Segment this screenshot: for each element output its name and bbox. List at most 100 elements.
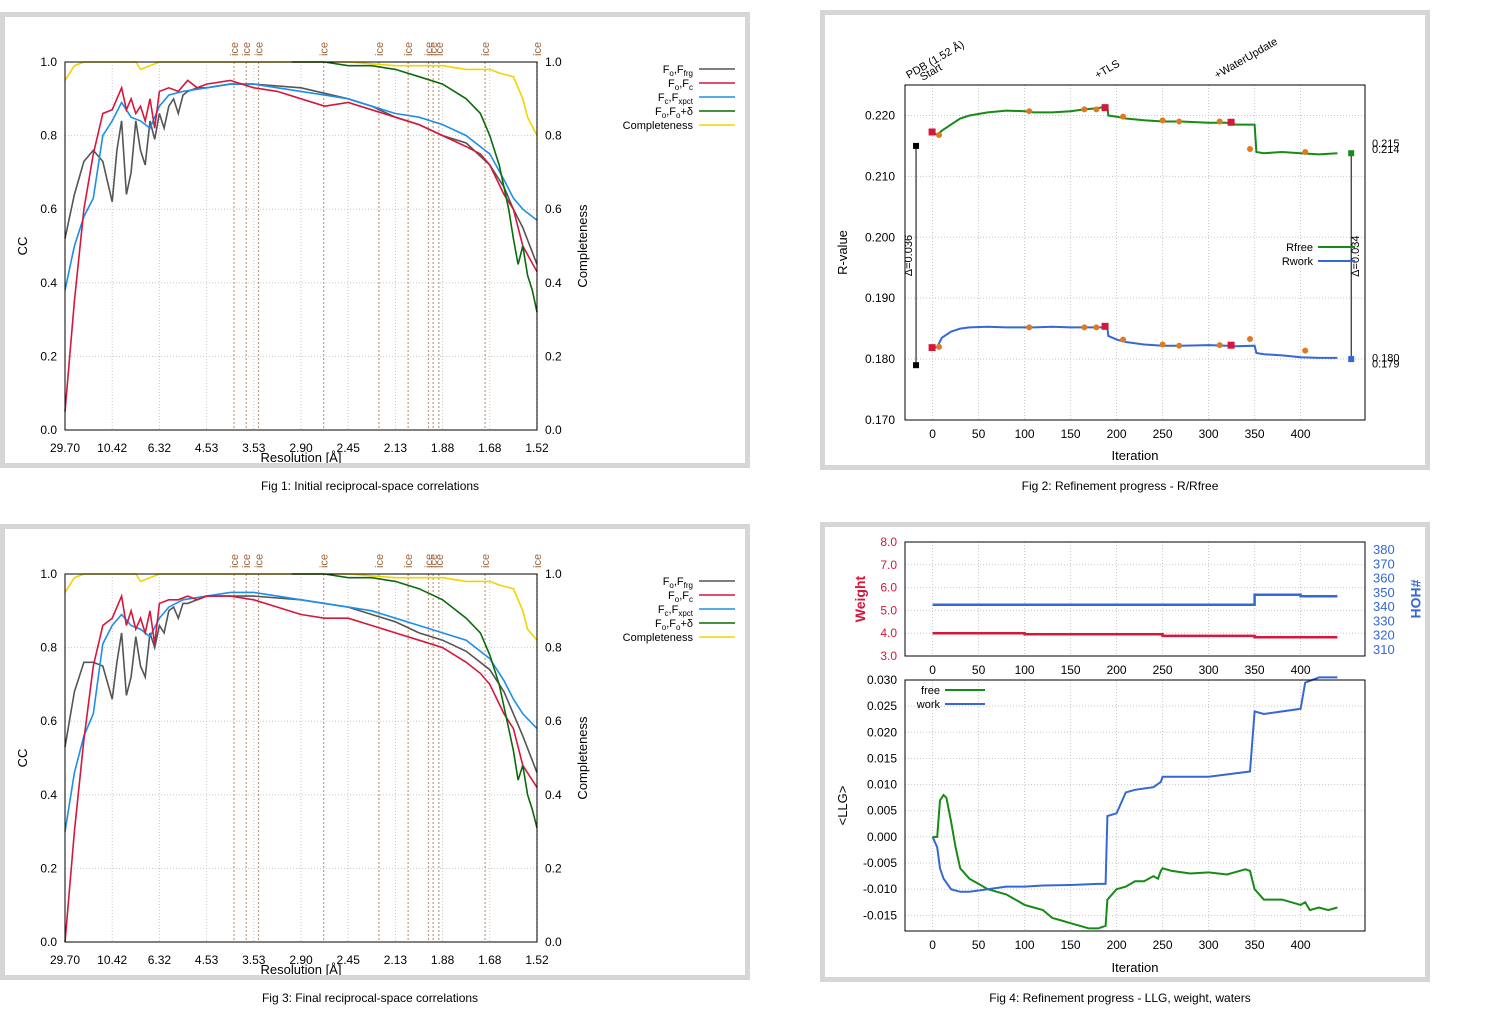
hoh-tick-label: 310 — [1373, 642, 1395, 657]
legend-text-part: ,F — [666, 618, 676, 630]
llg-tick-label: -0.005 — [863, 856, 897, 870]
series-line-fo_fc — [64, 79, 538, 412]
x-tick-label-top: 150 — [1061, 663, 1081, 677]
ice-label: ice — [229, 42, 241, 56]
fig1-caption: Fig 1: Initial reciprocal-space correlat… — [260, 479, 480, 493]
x-tick-label: 1.68 — [478, 953, 502, 967]
legend-label-completeness: Completeness — [623, 120, 694, 132]
x-tick-label: 50 — [972, 427, 986, 441]
marker-point — [1247, 335, 1253, 342]
top-annotation: +WaterUpdate — [1213, 36, 1280, 82]
llg-tick-label: 0.025 — [867, 699, 897, 713]
legend-label-rwork: Rwork — [1282, 256, 1314, 268]
y-tick-label: 0.2 — [40, 349, 57, 363]
ice-label: ice — [254, 42, 266, 56]
legend-text-part: F — [668, 78, 675, 90]
x-tick-label: 4.53 — [195, 441, 219, 455]
x-tick-label: 1.88 — [431, 953, 455, 967]
marker-point — [1093, 106, 1100, 113]
ice-label: ice — [428, 554, 440, 568]
legend-text-part: c — [689, 83, 693, 92]
x-tick-label: 2.45 — [337, 953, 361, 967]
marker-point — [1216, 342, 1223, 349]
ice-label: ice — [532, 42, 544, 56]
legend-label-fc_fxpct: Fc,Fxpct — [658, 92, 694, 106]
legend-text-part: ,F — [674, 576, 684, 588]
x-axis-label: Resolution [Å] — [261, 450, 342, 463]
fig1-panel: 29.70 10.42 6.32 4.53 3.53 2.90 2.45 2.13 1.88 1.… — [0, 12, 750, 468]
x-axis-label: Iteration — [1112, 960, 1159, 975]
marker-square — [1227, 341, 1235, 349]
marker-point — [1081, 324, 1088, 331]
x-tick-label: 29.70 — [50, 441, 80, 455]
legend-label-fc_fxpct: Fc,Fxpct — [658, 604, 694, 618]
legend-text-part: frg — [684, 581, 693, 590]
y2-tick-label: 1.0 — [545, 567, 562, 581]
legend-text-part: ,F — [674, 64, 684, 76]
llg-tick-label: -0.015 — [863, 908, 897, 922]
marker-point — [1081, 106, 1088, 113]
llg-tick-label: 0.010 — [867, 778, 897, 792]
ice-label: ice — [319, 554, 331, 568]
x-tick-label: 3.53 — [242, 953, 266, 967]
hoh-tick-label: 360 — [1373, 571, 1395, 586]
series-line-rwork — [932, 325, 1338, 359]
x-tick-label: 10.42 — [97, 441, 127, 455]
right-value-label: 0.179 — [1372, 358, 1400, 370]
y-axis-label: CC — [15, 749, 30, 768]
ice-label: ice — [428, 42, 440, 56]
marker-point — [1026, 108, 1033, 115]
series-line-free — [932, 793, 1338, 930]
marker-square — [928, 128, 936, 136]
y-tick-label: 0.210 — [865, 169, 895, 183]
legend-text-part: F — [655, 618, 662, 630]
ice-label: ice — [434, 554, 446, 568]
x-tick-label: 1.52 — [525, 441, 549, 455]
y2-tick-label: 0.0 — [545, 935, 562, 949]
x-axis-label: Resolution [Å] — [261, 962, 342, 975]
marker-point — [936, 131, 943, 138]
llg-tick-label: 0.020 — [867, 725, 897, 739]
weight-tick-label: 3.0 — [880, 649, 897, 663]
ice-label: ice — [403, 554, 415, 568]
y-tick-label: 0.200 — [865, 230, 895, 244]
x-tick-label: 250 — [1153, 427, 1173, 441]
x-tick-label-top: 250 — [1153, 663, 1173, 677]
y-tick-label: 0.0 — [40, 423, 57, 437]
marker-point — [1247, 145, 1253, 152]
series-line-fc_fxpct — [64, 83, 538, 291]
marker-pdb — [913, 142, 920, 149]
x-tick-label: 100 — [1015, 427, 1035, 441]
x-axis-label: Iteration — [1112, 448, 1159, 463]
y-tick-label: 1.0 — [40, 567, 57, 581]
series-line-fc_fxpct — [64, 591, 538, 832]
fig3-panel: 29.70 10.42 6.32 4.53 3.53 2.90 2.45 2.13 1.88 1.… — [0, 524, 750, 980]
y2-tick-label: 0.8 — [545, 641, 562, 655]
ice-label: ice — [423, 42, 435, 56]
y-tick-label: 1.0 — [40, 55, 57, 69]
marker-point — [1216, 118, 1223, 125]
y-tick-label: 0.8 — [40, 129, 57, 143]
x-tick-label: 400 — [1291, 938, 1311, 952]
weight-tick-label: 4.0 — [880, 626, 897, 640]
y-tick-label: 0.6 — [40, 714, 57, 728]
y2-tick-label: 0.4 — [545, 788, 562, 802]
x-tick-label: 0 — [929, 938, 936, 952]
x-tick-label: 200 — [1107, 427, 1127, 441]
marker-point — [1093, 324, 1100, 331]
x-tick-label: 1.52 — [525, 953, 549, 967]
weight-tick-label: 8.0 — [880, 535, 897, 549]
hoh-tick-label: 330 — [1373, 613, 1395, 628]
fig4-chart: 0 50 100 150 200 250 300 350 400 3.0 4.0 5.0 6.0 7.0 8… — [835, 535, 1424, 975]
y2-tick-label: 0.6 — [545, 714, 562, 728]
fig2-panel: 0 50 100 150 200 250 300 350 400 0.170 0.180 0.190 0… — [820, 10, 1430, 470]
weight-axis-label: Weight — [852, 575, 868, 622]
x-tick-label: 6.32 — [148, 953, 172, 967]
ice-label: ice — [229, 554, 241, 568]
marker-point — [1176, 118, 1183, 125]
series-line-rfree — [932, 105, 1338, 156]
marker-square — [1101, 322, 1109, 330]
x-tick-label: 1.88 — [431, 441, 455, 455]
plot-frame — [904, 679, 1366, 932]
right-value-label: 0.214 — [1372, 144, 1400, 156]
